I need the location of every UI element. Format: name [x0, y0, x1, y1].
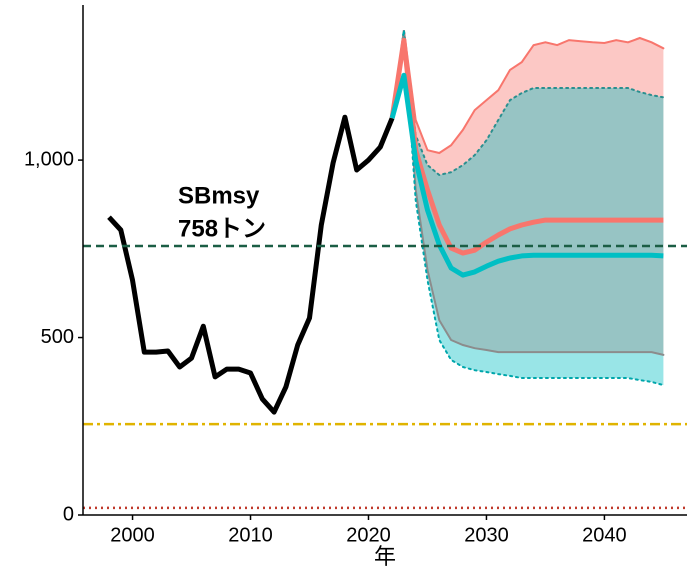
x-tick-label: 2030 [464, 524, 509, 546]
uncertainty-band [392, 30, 664, 386]
y-tick-label: 0 [63, 503, 74, 525]
x-tick-label: 2000 [110, 524, 155, 546]
x-tick-label: 2040 [582, 524, 627, 546]
x-tick-label: 2010 [228, 524, 273, 546]
x-axis-title: 年 [374, 544, 396, 569]
series-line [107, 114, 395, 415]
band-edge [391, 30, 665, 356]
x-tick-label: 2020 [346, 524, 391, 546]
y-tick-label: 500 [41, 326, 74, 348]
band-edge [391, 30, 665, 155]
y-tick-label: 1,000 [24, 148, 74, 170]
band-edge [391, 30, 665, 177]
annotation: SBmsy [178, 182, 260, 209]
series-line [389, 72, 664, 278]
annotation: 758トン [178, 215, 266, 242]
band-edge [391, 30, 665, 387]
series-line [389, 37, 664, 256]
